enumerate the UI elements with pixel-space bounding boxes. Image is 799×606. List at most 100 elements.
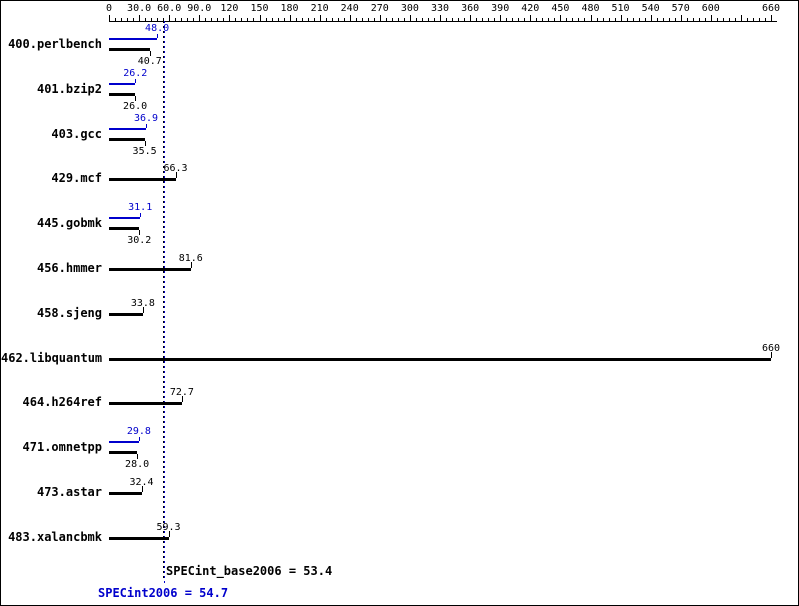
x-axis-minor-tick xyxy=(421,18,423,21)
x-axis-major-tick xyxy=(379,15,381,21)
x-axis-tick-label: 60.0 xyxy=(157,3,182,14)
x-axis-minor-tick xyxy=(337,18,339,21)
x-axis-tick-label: 330 xyxy=(430,3,450,14)
x-axis-major-tick xyxy=(319,15,321,21)
benchmark-label: 456.hmmer xyxy=(36,261,102,275)
x-axis-minor-tick xyxy=(512,18,514,21)
x-axis-tick-label: 480 xyxy=(581,3,600,14)
peak-bar xyxy=(109,217,141,220)
base-bar xyxy=(109,357,771,361)
base-bar xyxy=(109,137,145,141)
base-bar xyxy=(109,48,150,51)
x-axis-minor-tick xyxy=(584,18,586,21)
x-axis-tick-label: 30.0 xyxy=(127,3,152,14)
base-bar-end-tick xyxy=(142,306,144,313)
peak-bar xyxy=(109,441,139,444)
base-value-label: 32.4 xyxy=(129,477,154,488)
x-axis-minor-tick xyxy=(235,18,237,21)
x-axis-tick-label: 420 xyxy=(521,3,540,14)
x-axis-minor-tick xyxy=(572,18,574,21)
base-bar-end-tick xyxy=(175,172,177,179)
x-axis-major-tick xyxy=(710,15,712,21)
x-axis-minor-tick xyxy=(301,18,303,21)
base-bar-end-tick xyxy=(771,351,772,358)
x-axis-minor-tick xyxy=(488,18,490,21)
x-axis-tick-label: 660 xyxy=(761,3,781,14)
peak-value-label: 26.2 xyxy=(123,67,148,79)
x-axis-minor-tick xyxy=(608,18,610,21)
x-axis-tick-label: 300 xyxy=(400,3,419,14)
base-bar-end-tick xyxy=(141,486,143,492)
x-axis-tick-label: 450 xyxy=(551,3,570,14)
specint-base-summary: SPECint_base2006 = 53.4 xyxy=(166,564,333,578)
x-axis-tick-label: 90.0 xyxy=(187,3,212,14)
x-axis-tick-label: 120 xyxy=(220,3,239,14)
x-axis-minor-tick xyxy=(536,18,538,21)
x-axis-minor-tick xyxy=(506,18,508,21)
x-axis-minor-tick xyxy=(265,18,267,21)
x-axis-major-tick xyxy=(409,15,411,21)
x-axis-minor-tick xyxy=(133,18,135,21)
x-axis-minor-tick xyxy=(115,18,116,21)
base-bar-end-tick xyxy=(190,262,192,268)
x-axis-minor-tick xyxy=(765,18,766,21)
x-axis-minor-tick xyxy=(121,18,122,21)
x-axis-minor-tick xyxy=(313,18,315,21)
base-value-label: 66.3 xyxy=(163,163,188,175)
x-axis-minor-tick xyxy=(217,18,219,21)
x-axis-minor-tick xyxy=(482,18,484,21)
base-bar-end-tick xyxy=(139,230,141,236)
x-axis-minor-tick xyxy=(548,18,550,21)
x-axis-minor-tick xyxy=(271,18,273,21)
x-axis-minor-tick xyxy=(145,18,147,21)
base-mean-dotted-line xyxy=(163,21,164,578)
x-axis-tick-label: 240 xyxy=(340,3,359,14)
x-axis-major-tick xyxy=(289,15,291,21)
x-axis-minor-tick xyxy=(759,18,760,21)
base-value-label: 35.5 xyxy=(132,145,157,157)
x-axis-minor-tick xyxy=(367,18,369,21)
x-axis-minor-tick xyxy=(734,18,736,21)
specint-peak-summary: SPECint2006 = 54.7 xyxy=(98,586,229,600)
base-value-label: 26.0 xyxy=(123,100,148,112)
x-axis-minor-tick xyxy=(325,18,327,21)
x-axis-major-tick xyxy=(470,15,472,21)
benchmark-label: 401.bzip2 xyxy=(36,81,102,96)
base-value-label: 59.3 xyxy=(156,521,181,533)
x-axis-minor-tick xyxy=(241,18,243,21)
base-bar xyxy=(109,312,143,316)
x-axis-tick-label: 210 xyxy=(310,3,329,14)
base-value-label: 28.0 xyxy=(125,459,150,471)
x-axis-major-tick xyxy=(530,15,532,21)
x-axis-minor-tick xyxy=(307,18,309,21)
base-value-label: 660 xyxy=(761,342,781,354)
x-axis-tick-label: 540 xyxy=(641,3,660,14)
x-axis-minor-tick xyxy=(343,18,345,21)
x-axis-minor-tick xyxy=(127,18,129,21)
benchmark-label: 458.sjeng xyxy=(36,305,102,320)
x-axis-minor-tick xyxy=(452,18,453,21)
x-axis-minor-tick xyxy=(626,18,628,21)
peak-bar xyxy=(109,38,158,40)
x-axis-minor-tick xyxy=(656,18,658,21)
x-axis-tick-label: 0 xyxy=(105,3,113,14)
x-axis-tick-label: 180 xyxy=(280,3,299,14)
base-bar xyxy=(109,92,136,96)
x-axis-minor-tick xyxy=(397,18,399,21)
x-axis-minor-tick xyxy=(403,18,405,21)
x-axis-minor-tick xyxy=(668,18,670,21)
x-axis-minor-tick xyxy=(542,18,544,21)
base-bar xyxy=(109,178,176,182)
x-axis-minor-tick xyxy=(211,18,213,21)
x-axis-minor-tick xyxy=(355,18,357,21)
base-value-label: 40.7 xyxy=(137,56,162,67)
x-axis-minor-tick xyxy=(187,18,189,21)
x-axis-tick-label: 150 xyxy=(250,3,269,14)
peak-bar xyxy=(109,82,136,85)
x-axis-major-tick xyxy=(680,15,682,21)
x-axis-minor-tick xyxy=(578,18,580,21)
x-axis-minor-tick xyxy=(428,18,429,21)
x-axis-tick-label: 600 xyxy=(701,3,720,14)
x-axis-minor-tick xyxy=(518,18,520,21)
x-axis-minor-tick xyxy=(175,18,177,21)
